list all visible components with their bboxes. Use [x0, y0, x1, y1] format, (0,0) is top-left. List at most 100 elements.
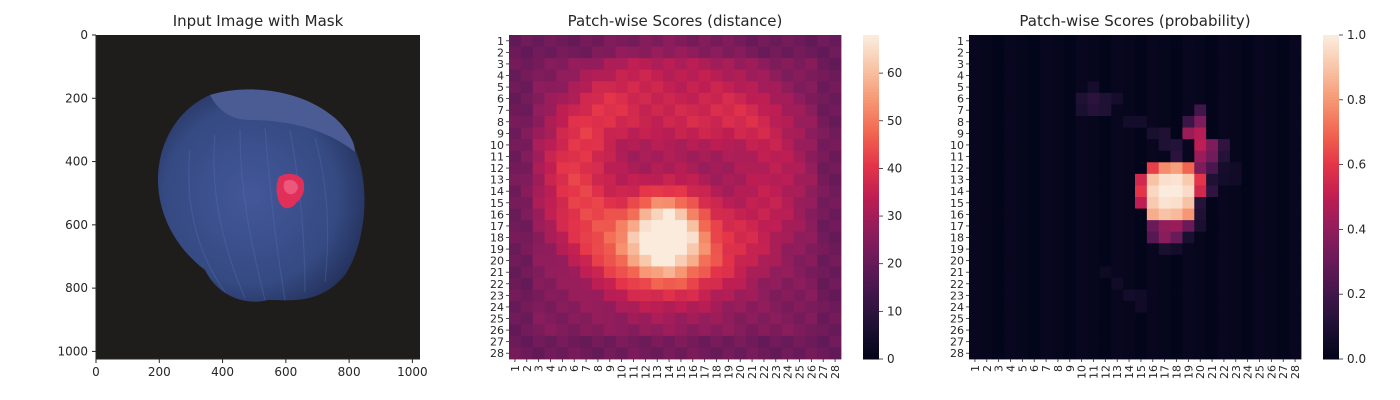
distance-cell	[663, 185, 676, 198]
probability-cell	[1004, 46, 1017, 59]
distance-cell	[520, 231, 534, 244]
distance-cell	[758, 220, 771, 233]
distance-cell	[829, 347, 842, 360]
distance-cell	[615, 116, 628, 128]
distance-cell	[639, 278, 652, 290]
probability-cell	[1146, 35, 1160, 47]
probability-cell	[1004, 301, 1017, 314]
probability-cell	[980, 92, 994, 105]
probability-cell	[1040, 116, 1053, 128]
probability-cell	[1016, 69, 1029, 82]
probability-cell	[1277, 92, 1290, 105]
distance-cell	[746, 116, 759, 128]
probability-cell	[1206, 335, 1219, 348]
distance-colorbar-segment	[863, 256, 879, 260]
probability-cell	[1158, 46, 1171, 59]
probability-cell	[1182, 312, 1195, 325]
distance-colorbar-segment	[863, 218, 879, 222]
distance-cell	[710, 92, 723, 105]
probability-cell	[1206, 116, 1219, 128]
distance-cell	[603, 231, 617, 244]
distance-cell	[580, 347, 593, 360]
probability-cell	[992, 278, 1005, 290]
distance-colorbar-segment	[863, 310, 879, 314]
distance-cell	[592, 335, 605, 348]
probability-cell	[1206, 231, 1219, 244]
probability-cell	[1241, 127, 1254, 140]
probability-cell	[1265, 266, 1278, 279]
probability-cell	[1218, 127, 1231, 140]
probability-cell	[1289, 278, 1302, 290]
probability-cell	[1052, 301, 1065, 314]
distance-cell	[829, 231, 842, 244]
distance-colorbar-segment	[863, 113, 879, 117]
probability-cell	[1194, 185, 1207, 198]
distance-heatmap-panel: Patch-wise Scores (distance) 12345678910…	[490, 12, 902, 379]
distance-cell	[544, 162, 557, 175]
distance-cell	[817, 266, 830, 279]
distance-cell	[544, 266, 557, 279]
distance-cell	[805, 254, 818, 267]
distance-colorbar-segment	[863, 269, 879, 274]
probability-cell	[1265, 289, 1278, 302]
distance-cell	[722, 92, 735, 105]
distance-cell	[651, 231, 664, 244]
probability-cell	[1052, 220, 1065, 233]
distance-cell	[592, 46, 605, 59]
probability-cell	[1111, 127, 1124, 140]
probability-cell	[980, 150, 994, 163]
distance-cell	[734, 266, 747, 279]
distance-cell	[627, 46, 640, 59]
distance-cell	[746, 301, 759, 314]
distance-cell	[829, 162, 842, 175]
distance-row-label: 17	[490, 220, 504, 233]
distance-row-label: 14	[490, 185, 504, 198]
distance-cell	[829, 312, 842, 325]
probability-cell	[1087, 92, 1100, 105]
distance-cell	[556, 301, 569, 314]
distance-cell	[627, 243, 640, 256]
probability-cell	[1194, 35, 1207, 47]
probability-col-label: 26	[1265, 365, 1278, 379]
probability-cell	[1075, 116, 1088, 128]
probability-colorbar-segment	[1323, 62, 1339, 66]
probability-cell	[1194, 312, 1207, 325]
probability-cell	[1004, 150, 1017, 163]
probability-col-label: 19	[1182, 365, 1195, 379]
distance-cell	[509, 104, 522, 117]
probability-cell	[1111, 69, 1124, 82]
probability-colorbar-segment	[1323, 53, 1339, 58]
distance-cell	[615, 185, 628, 198]
distance-cell	[663, 92, 676, 105]
probability-cell	[1028, 185, 1041, 198]
probability-cell	[1194, 289, 1207, 302]
probability-cell	[1170, 46, 1183, 59]
distance-cell	[793, 185, 806, 198]
probability-cell	[1028, 162, 1041, 175]
probability-cell	[1075, 173, 1088, 186]
probability-cell	[1135, 81, 1148, 94]
distance-colorbar-segment	[863, 186, 879, 190]
probability-cell	[1277, 81, 1290, 94]
distance-cell	[520, 92, 534, 105]
distance-cell	[603, 254, 617, 267]
probability-cell	[969, 116, 982, 128]
distance-cell	[556, 312, 569, 325]
distance-cell	[817, 46, 830, 59]
distance-cell	[592, 127, 605, 140]
image-x-tick-label: 400	[211, 365, 234, 379]
distance-cell	[793, 231, 806, 244]
distance-cell	[781, 266, 794, 279]
distance-cell	[686, 162, 700, 175]
distance-cell	[627, 81, 640, 94]
distance-cell	[580, 35, 593, 47]
probability-row-label: 3	[957, 58, 964, 71]
probability-cell	[1253, 92, 1266, 105]
distance-cell	[627, 278, 640, 290]
probability-col-label: 18	[1171, 365, 1184, 379]
probability-row-label: 21	[950, 266, 964, 279]
probability-cell	[992, 197, 1005, 209]
distance-cell	[520, 127, 534, 140]
probability-cell	[980, 231, 994, 244]
distance-cell	[781, 220, 794, 233]
